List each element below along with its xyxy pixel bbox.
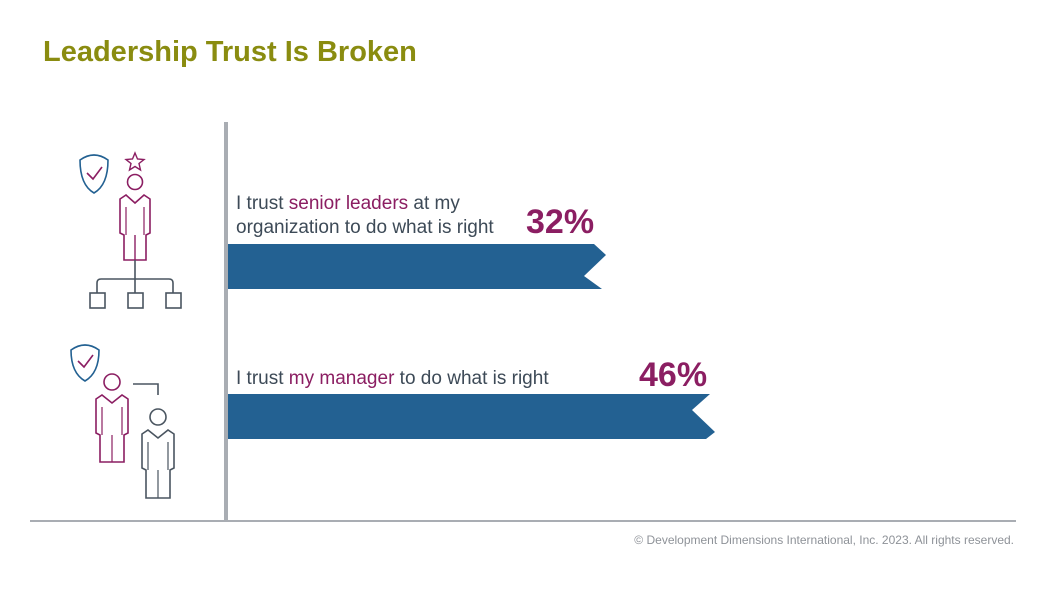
value-label-senior-leaders: 32% <box>526 203 595 241</box>
label-highlight: my manager <box>288 368 395 389</box>
bar-label-my-manager: I trust my manager to do what is right <box>236 368 549 389</box>
manager-employee-icon <box>70 344 175 499</box>
vertical-axis-line <box>224 122 228 522</box>
page-title: Leadership Trust Is Broken <box>43 36 417 68</box>
horizontal-axis-line <box>30 520 1016 522</box>
bar-my-manager <box>228 394 715 439</box>
copyright-notice: © Development Dimensions International, … <box>634 533 1014 547</box>
label-highlight: senior leaders <box>288 193 409 214</box>
value-label-my-manager: 46% <box>639 356 708 394</box>
bar-senior-leaders <box>228 244 606 289</box>
senior-leader-hierarchy-icon <box>79 151 182 309</box>
bar-label-senior-leaders: I trust senior leaders at my organizatio… <box>236 193 494 238</box>
